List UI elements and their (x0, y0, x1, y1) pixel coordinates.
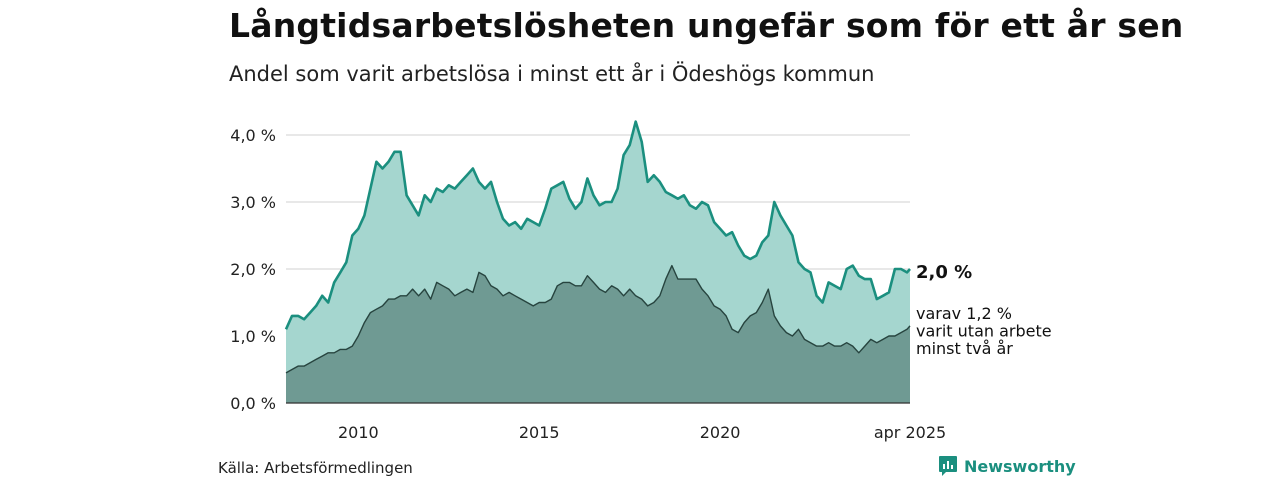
two-year-unemployment-area (286, 265, 910, 403)
chart-title: Långtidsarbetslösheten ungefär som för e… (229, 6, 1184, 45)
y-tick-label: 3,0 % (230, 193, 276, 212)
y-tick-label: 2,0 % (230, 260, 276, 279)
x-tick-label: apr 2025 (874, 423, 946, 442)
sub-series-label: minst två år (916, 339, 1013, 358)
long-term-unemployment-line (284, 120, 911, 330)
sub-series-label: varit utan arbete (916, 322, 1052, 341)
brand-logo[interactable]: Newsworthy (938, 455, 1076, 477)
chart-subtitle: Andel som varit arbetslösa i minst ett å… (229, 62, 875, 86)
axis-labels: 0,0 % 1,0 % 2,0 % 3,0 % 4,0 % 2010 2015 2020 apr… (230, 126, 946, 442)
y-tick-label: 1,0 % (230, 327, 276, 346)
y-tick-label: 0,0 % (230, 394, 276, 413)
x-tick-label: 2010 (338, 423, 379, 442)
x-tick-label: 2020 (700, 423, 741, 442)
chart-areas (284, 120, 911, 403)
source-note: Källa: Arbetsförmedlingen (218, 459, 413, 477)
y-tick-label: 4,0 % (230, 126, 276, 145)
sub-series-label: varav 1,2 % (916, 304, 1012, 323)
end-value-label: 2,0 % (916, 262, 972, 283)
newsworthy-logo-icon (939, 456, 957, 476)
x-tick-label: 2015 (519, 423, 560, 442)
two-year-unemployment-line (285, 264, 911, 374)
brand-name: Newsworthy (964, 456, 1076, 476)
